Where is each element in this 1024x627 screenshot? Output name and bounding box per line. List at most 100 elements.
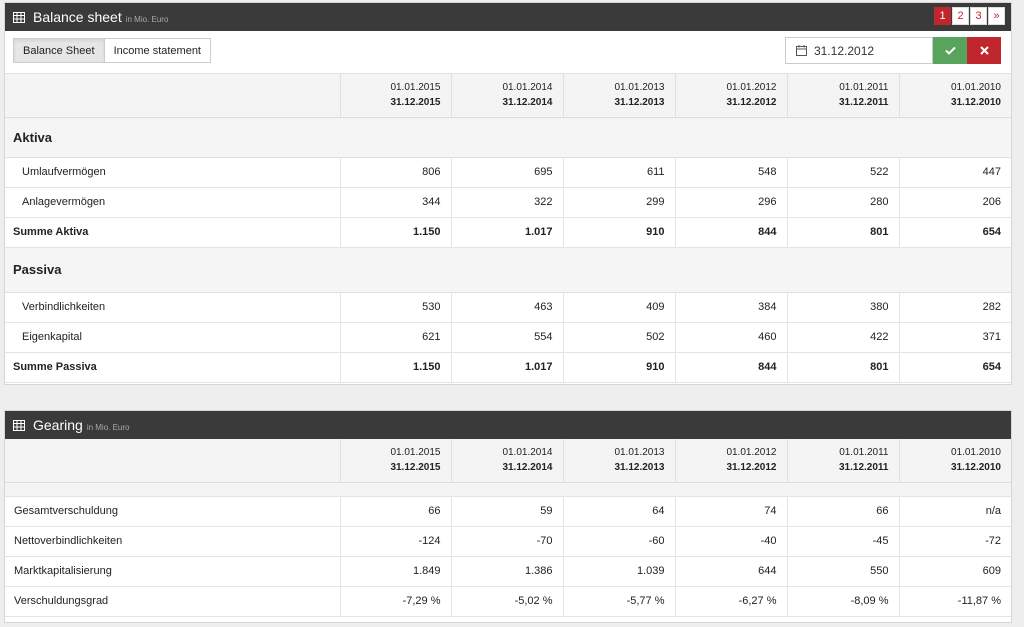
- cell-value: 460: [674, 322, 787, 353]
- balance-sheet-unit: in Mio. Euro: [125, 14, 169, 24]
- balance-table: 01.01.2015 31.12.2015 01.01.2014 31.12.201…: [5, 74, 1011, 383]
- check-icon: [944, 46, 956, 55]
- cell-value: 550: [786, 556, 899, 587]
- cell-value: 654: [898, 352, 1011, 383]
- spacer-row: [5, 482, 1011, 497]
- cell-value: 64: [562, 496, 675, 527]
- apply-button[interactable]: [933, 37, 967, 64]
- aktiva-heading: Aktiva: [5, 117, 1011, 158]
- period-header: 01.01.2015 31.12.2015: [339, 74, 451, 118]
- cell-value: n/a: [898, 496, 1011, 527]
- gearing-title: Gearing: [33, 417, 83, 433]
- cell-value: 322: [450, 187, 563, 218]
- cell-value: 206: [898, 187, 1011, 218]
- period-header-row: 01.01.2015 31.12.2015 01.01.2014 31.12.201…: [5, 439, 1011, 483]
- cell-value: 1.150: [339, 352, 451, 383]
- page-2-button[interactable]: 2: [952, 7, 969, 25]
- cell-value: 654: [898, 217, 1011, 248]
- gearing-widget: Gearing in Mio. Euro 01.01.2015 31.12.201…: [4, 410, 1012, 623]
- cell-value: 530: [339, 292, 451, 323]
- cell-value: 844: [674, 352, 787, 383]
- cell-value: -8,09 %: [786, 586, 899, 617]
- cell-value: 806: [339, 157, 451, 188]
- date-field[interactable]: 31.12.2012: [785, 37, 933, 64]
- table-row: Gesamtverschuldung 66 59 64 74 66 n/a: [5, 496, 1011, 527]
- cell-value: 296: [674, 187, 787, 218]
- cell-value: -11,87 %: [898, 586, 1011, 617]
- period-header: 01.01.2015 31.12.2015: [339, 439, 451, 483]
- income-statement-tab[interactable]: Income statement: [104, 38, 211, 63]
- cell-value: 384: [674, 292, 787, 323]
- cell-value: 844: [674, 217, 787, 248]
- period-header: 01.01.2012 31.12.2012: [674, 439, 787, 483]
- row-label: Umlaufvermögen: [5, 157, 340, 188]
- date-value: 31.12.2012: [814, 43, 875, 58]
- label-header-cell: [5, 74, 340, 118]
- cell-value: 1.386: [450, 556, 563, 587]
- period-header: 01.01.2012 31.12.2012: [674, 74, 787, 118]
- cell-value: 74: [674, 496, 787, 527]
- cell-value: 66: [339, 496, 451, 527]
- row-label: Marktkapitalisierung: [5, 556, 340, 587]
- row-label: Verschuldungsgrad: [5, 586, 340, 617]
- next-page-button[interactable]: »: [988, 7, 1005, 25]
- aktiva-section-row: Aktiva: [5, 117, 1011, 158]
- balance-sheet-widget: Balance sheet in Mio. Euro 1 2 3 » Balan…: [4, 2, 1012, 385]
- table-row: Verbindlichkeiten 530 463 409 384 380 28…: [5, 292, 1011, 323]
- label-header-cell: [5, 439, 340, 483]
- cell-value: -124: [339, 526, 451, 557]
- cell-value: 611: [562, 157, 675, 188]
- cell-value: 59: [450, 496, 563, 527]
- row-label: Summe Passiva: [5, 352, 340, 383]
- pagination: 1 2 3 »: [933, 7, 1005, 25]
- cell-value: 1.150: [339, 217, 451, 248]
- cell-value: -7,29 %: [339, 586, 451, 617]
- cell-value: 1.039: [562, 556, 675, 587]
- cell-value: -5,77 %: [562, 586, 675, 617]
- cell-value: 1.017: [450, 217, 563, 248]
- page-1-button[interactable]: 1: [934, 7, 951, 25]
- table-icon: [13, 11, 25, 23]
- table-row: Umlaufvermögen 806 695 611 548 522 447: [5, 157, 1011, 188]
- row-label: Eigenkapital: [5, 322, 340, 353]
- cell-value: 910: [562, 217, 675, 248]
- view-switcher: Balance Sheet Income statement: [13, 38, 211, 63]
- cell-value: 299: [562, 187, 675, 218]
- cell-value: 463: [450, 292, 563, 323]
- row-label: Anlagevermögen: [5, 187, 340, 218]
- sum-row: Summe Passiva 1.150 1.017 910 844 801 65…: [5, 352, 1011, 383]
- gearing-header: Gearing in Mio. Euro: [5, 411, 1011, 439]
- cell-value: -40: [674, 526, 787, 557]
- cell-value: 522: [786, 157, 899, 188]
- cell-value: 66: [786, 496, 899, 527]
- cell-value: 695: [450, 157, 563, 188]
- row-label: Gesamtverschuldung: [5, 496, 340, 527]
- page-3-button[interactable]: 3: [970, 7, 987, 25]
- cell-value: 801: [786, 352, 899, 383]
- period-header: 01.01.2011 31.12.2011: [786, 439, 899, 483]
- cell-value: 344: [339, 187, 451, 218]
- cell-value: -5,02 %: [450, 586, 563, 617]
- cell-value: -6,27 %: [674, 586, 787, 617]
- balance-sheet-tab[interactable]: Balance Sheet: [13, 38, 105, 63]
- cell-value: 282: [898, 292, 1011, 323]
- period-header: 01.01.2014 31.12.2014: [450, 439, 563, 483]
- row-label: Nettoverbindlichkeiten: [5, 526, 340, 557]
- cell-value: 801: [786, 217, 899, 248]
- cell-value: 1.849: [339, 556, 451, 587]
- cell-value: 621: [339, 322, 451, 353]
- clear-button[interactable]: [967, 37, 1001, 64]
- table-icon: [13, 419, 25, 431]
- period-header: 01.01.2010 31.12.2010: [898, 74, 1011, 118]
- cell-value: 371: [898, 322, 1011, 353]
- row-label: Summe Aktiva: [5, 217, 340, 248]
- passiva-heading: Passiva: [5, 247, 1011, 293]
- period-header: 01.01.2014 31.12.2014: [450, 74, 563, 118]
- period-header: 01.01.2013 31.12.2013: [562, 74, 675, 118]
- cell-value: -72: [898, 526, 1011, 557]
- cell-value: 554: [450, 322, 563, 353]
- cell-value: 548: [674, 157, 787, 188]
- period-header: 01.01.2013 31.12.2013: [562, 439, 675, 483]
- table-row: Nettoverbindlichkeiten -124 -70 -60 -40 …: [5, 526, 1011, 557]
- cell-value: 609: [898, 556, 1011, 587]
